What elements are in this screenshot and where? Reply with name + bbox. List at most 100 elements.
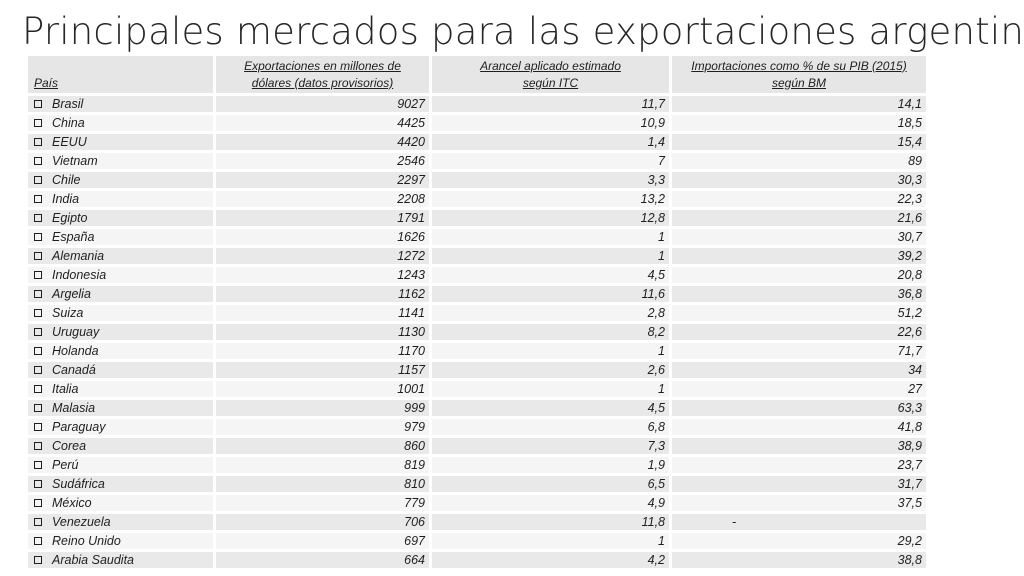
- cell-importaciones: 30,3: [672, 172, 926, 191]
- cell-exportaciones: 999: [216, 400, 432, 419]
- header-pais: País: [28, 56, 216, 96]
- cell-exportaciones: 2297: [216, 172, 432, 191]
- cell-arancel: 13,2: [432, 191, 672, 210]
- cell-exportaciones: 979: [216, 419, 432, 438]
- cell-importaciones: 15,4: [672, 134, 926, 153]
- cell-importaciones: 31,7: [672, 476, 926, 495]
- cell-importaciones: 34: [672, 362, 926, 381]
- table-row: Vietnam 2546 7 89: [28, 153, 926, 172]
- table-row: Malasia 999 4,5 63,3: [28, 400, 926, 419]
- cell-pais: España: [28, 229, 216, 248]
- cell-exportaciones: 664: [216, 552, 432, 571]
- cell-pais: Egipto: [28, 210, 216, 229]
- cell-exportaciones: 1791: [216, 210, 432, 229]
- cell-pais: EEUU: [28, 134, 216, 153]
- cell-arancel: 1,9: [432, 457, 672, 476]
- checkbox-bullet-icon: [34, 479, 42, 488]
- checkbox-bullet-icon: [34, 498, 42, 507]
- checkbox-bullet-icon: [34, 99, 42, 108]
- cell-exportaciones: 810: [216, 476, 432, 495]
- cell-arancel: 7,3: [432, 438, 672, 457]
- table-row: Egipto 1791 12,8 21,6: [28, 210, 926, 229]
- table-row: Uruguay 1130 8,2 22,6: [28, 324, 926, 343]
- cell-exportaciones: 1272: [216, 248, 432, 267]
- cell-exportaciones: 2208: [216, 191, 432, 210]
- checkbox-bullet-icon: [34, 422, 42, 431]
- cell-arancel: 4,5: [432, 267, 672, 286]
- table-row: Argelia 1162 11,6 36,8: [28, 286, 926, 305]
- cell-exportaciones: 1626: [216, 229, 432, 248]
- cell-arancel: 1: [432, 343, 672, 362]
- table-row: Suiza 1141 2,8 51,2: [28, 305, 926, 324]
- cell-importaciones: 51,2: [672, 305, 926, 324]
- exports-table: País Exportaciones en millones de dólares…: [28, 56, 926, 571]
- checkbox-bullet-icon: [34, 251, 42, 260]
- cell-arancel: 1: [432, 248, 672, 267]
- table-row: Corea 860 7,3 38,9: [28, 438, 926, 457]
- cell-exportaciones: 706: [216, 514, 432, 533]
- cell-pais: Venezuela: [28, 514, 216, 533]
- cell-exportaciones: 4425: [216, 115, 432, 134]
- table-row: Holanda 1170 1 71,7: [28, 343, 926, 362]
- table-row: España 1626 1 30,7: [28, 229, 926, 248]
- checkbox-bullet-icon: [34, 232, 42, 241]
- checkbox-bullet-icon: [34, 346, 42, 355]
- cell-importaciones: 23,7: [672, 457, 926, 476]
- table-row: Venezuela 706 11,8-: [28, 514, 926, 533]
- cell-pais: Vietnam: [28, 153, 216, 172]
- cell-importaciones: 29,2: [672, 533, 926, 552]
- checkbox-bullet-icon: [34, 460, 42, 469]
- cell-exportaciones: 1157: [216, 362, 432, 381]
- table-row: EEUU 4420 1,4 15,4: [28, 134, 926, 153]
- cell-arancel: 1: [432, 229, 672, 248]
- table-header-row: País Exportaciones en millones de dólares…: [28, 56, 926, 96]
- table-row: Italia 1001 1 27: [28, 381, 926, 400]
- checkbox-bullet-icon: [34, 365, 42, 374]
- table-row: China 4425 10,9 18,5: [28, 115, 926, 134]
- checkbox-bullet-icon: [34, 555, 42, 564]
- cell-pais: Sudáfrica: [28, 476, 216, 495]
- table-body: Brasil 9027 11,7 14,1 China 4425 10,9 18,5 EEUU 4…: [28, 96, 926, 571]
- cell-arancel: 1: [432, 381, 672, 400]
- table-row: Chile 2297 3,3 30,3: [28, 172, 926, 191]
- cell-arancel: 6,8: [432, 419, 672, 438]
- table-row: Reino Unido 697 1 29,2: [28, 533, 926, 552]
- cell-pais: Argelia: [28, 286, 216, 305]
- checkbox-bullet-icon: [34, 270, 42, 279]
- header-exportaciones: Exportaciones en millones de dólares (dat…: [216, 56, 432, 96]
- cell-importaciones: 20,8: [672, 267, 926, 286]
- cell-pais: Indonesia: [28, 267, 216, 286]
- slide-title: Principales mercados para las exportacio…: [22, 10, 1024, 53]
- checkbox-bullet-icon: [34, 536, 42, 545]
- checkbox-bullet-icon: [34, 441, 42, 450]
- cell-arancel: 2,6: [432, 362, 672, 381]
- cell-arancel: 6,5: [432, 476, 672, 495]
- cell-arancel: 3,3: [432, 172, 672, 191]
- checkbox-bullet-icon: [34, 403, 42, 412]
- checkbox-bullet-icon: [34, 194, 42, 203]
- cell-exportaciones: 1001: [216, 381, 432, 400]
- cell-exportaciones: 819: [216, 457, 432, 476]
- cell-pais: Brasil: [28, 96, 216, 115]
- cell-exportaciones: 4420: [216, 134, 432, 153]
- cell-importaciones: 71,7: [672, 343, 926, 362]
- cell-importaciones: 36,8: [672, 286, 926, 305]
- cell-arancel: 4,9: [432, 495, 672, 514]
- cell-arancel: 11,6: [432, 286, 672, 305]
- cell-importaciones: 39,2: [672, 248, 926, 267]
- cell-importaciones: 14,1: [672, 96, 926, 115]
- header-importaciones: Importaciones como % de su PIB (2015) seg…: [672, 56, 926, 96]
- table-row: Perú 819 1,9 23,7: [28, 457, 926, 476]
- checkbox-bullet-icon: [34, 175, 42, 184]
- cell-importaciones: 41,8: [672, 419, 926, 438]
- cell-importaciones: 37,5: [672, 495, 926, 514]
- cell-exportaciones: 1130: [216, 324, 432, 343]
- cell-importaciones: 30,7: [672, 229, 926, 248]
- cell-exportaciones: 697: [216, 533, 432, 552]
- cell-importaciones: 38,9: [672, 438, 926, 457]
- cell-importaciones: 22,6: [672, 324, 926, 343]
- table-row: Sudáfrica 810 6,5 31,7: [28, 476, 926, 495]
- cell-pais: Malasia: [28, 400, 216, 419]
- cell-arancel: 1,4: [432, 134, 672, 153]
- checkbox-bullet-icon: [34, 118, 42, 127]
